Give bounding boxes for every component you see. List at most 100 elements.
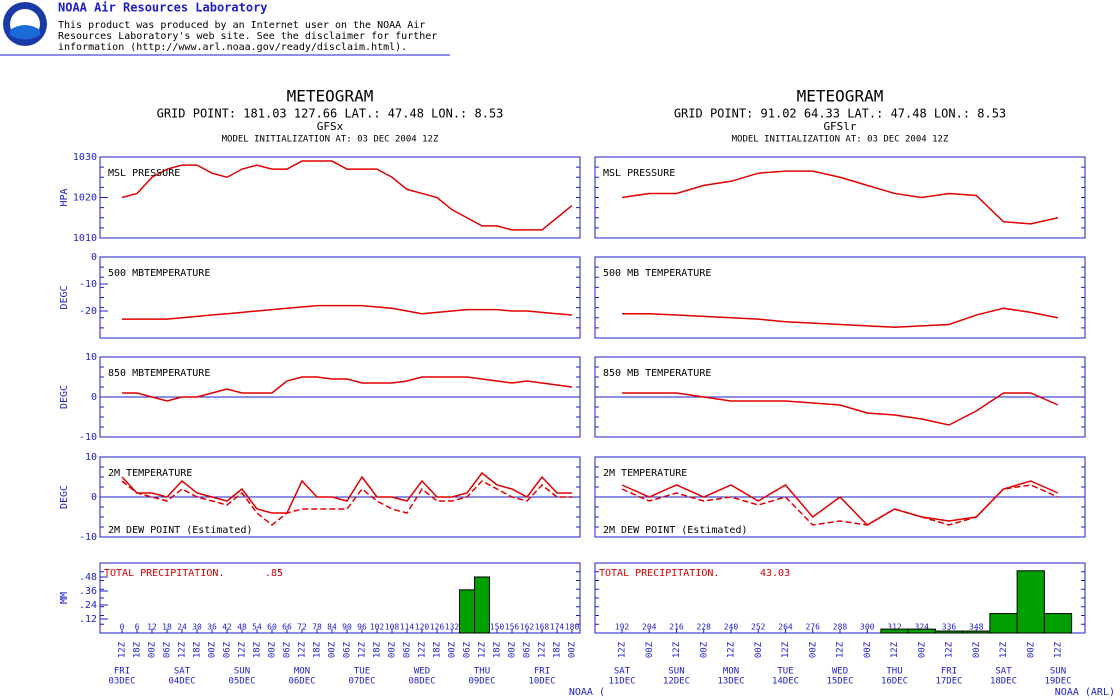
precip-bar — [459, 589, 475, 634]
series-line — [122, 376, 573, 402]
time-label: 00Z — [448, 641, 458, 658]
hour-label: 114 — [400, 623, 415, 632]
disclaimer: Resources Laboratory's web site. See the… — [58, 31, 437, 42]
precip-title: TOTAL PRECIPITATION. — [104, 568, 224, 579]
precip-title: TOTAL PRECIPITATION. — [599, 568, 719, 579]
time-label: 12Z — [178, 641, 188, 658]
model-name: GFSlr — [823, 120, 856, 133]
y-tick-label: .36 — [79, 586, 97, 597]
grid-point: GRID POINT: 181.03 127.66 LAT.: 47.48 LO… — [157, 107, 504, 121]
model-init: MODEL INITIALIZATION AT: 03 DEC 2004 12Z — [222, 135, 439, 145]
day-weekday: SUN — [668, 667, 684, 677]
hour-label: 30 — [192, 623, 202, 632]
day-date: 12DEC — [663, 677, 690, 687]
day-weekday: WED — [832, 667, 848, 677]
series-label: MSL PRESSURE — [603, 168, 675, 179]
time-label: 06Z — [403, 641, 413, 658]
day-date: 08DEC — [408, 677, 435, 687]
hour-label: 90 — [342, 623, 352, 632]
precip-bar — [474, 576, 490, 634]
hour-label: 0 — [120, 623, 125, 632]
org-title: NOAA Air Resources Laboratory — [58, 1, 268, 15]
y-axis-label: MM — [59, 592, 70, 604]
time-label: 12Z — [836, 641, 846, 658]
day-weekday: WED — [414, 667, 430, 677]
hour-label: 264 — [778, 623, 793, 632]
day-date: 04DEC — [168, 677, 195, 687]
day-date: 06DEC — [288, 677, 315, 687]
hour-label: 54 — [252, 623, 262, 632]
y-tick-label: 1010 — [73, 233, 97, 244]
time-label: 00Z — [208, 641, 218, 658]
series-line — [121, 160, 573, 231]
time-label: 12Z — [418, 641, 428, 658]
meteogram-title: METEOGRAM — [797, 87, 884, 106]
precip-bar — [880, 628, 909, 634]
time-label: 18Z — [553, 641, 563, 658]
disclaimer: This product was produced by an Internet… — [58, 20, 425, 31]
day-date: 13DEC — [717, 677, 744, 687]
precip-bar — [1043, 613, 1073, 634]
hour-label: 12 — [147, 623, 157, 632]
day-weekday: SUN — [234, 667, 250, 677]
hour-label: 48 — [237, 623, 247, 632]
series-label: MSL PRESSURE — [108, 168, 180, 179]
day-date: 07DEC — [348, 677, 375, 687]
y-tick-label: 0 — [91, 392, 97, 403]
series-line — [622, 307, 1059, 328]
day-weekday: TUE — [354, 667, 370, 677]
hour-label: 6 — [135, 623, 140, 632]
time-label: 06Z — [523, 641, 533, 658]
hour-label: 72 — [297, 623, 307, 632]
hour-label: 162 — [520, 623, 535, 632]
time-label: 00Z — [699, 641, 709, 658]
y-axis-label: HPA — [59, 188, 70, 206]
day-date: 18DEC — [990, 677, 1017, 687]
hour-label: 288 — [833, 623, 848, 632]
day-weekday: MON — [294, 667, 310, 677]
precip-total: 43.03 — [760, 568, 790, 579]
hour-label: 174 — [550, 623, 565, 632]
hour-label: 240 — [724, 623, 739, 632]
time-label: 00Z — [1026, 641, 1036, 658]
y-tick-label: -10 — [79, 532, 97, 543]
series-label: 2M TEMPERATURE — [108, 468, 192, 479]
time-label: 00Z — [863, 641, 873, 658]
hour-label: 18 — [162, 623, 172, 632]
footer: NOAA ( — [569, 687, 605, 698]
series-label: 2M DEW POINT (Estimated) — [108, 525, 253, 536]
series-line — [621, 170, 1059, 225]
hour-label: 84 — [327, 623, 337, 632]
time-label: 00Z — [328, 641, 338, 658]
time-label: 06Z — [463, 641, 473, 658]
hour-label: 216 — [669, 623, 684, 632]
series-label: 850 MB TEMPERATURE — [603, 368, 711, 379]
series-label: 2M DEW POINT (Estimated) — [603, 525, 748, 536]
series-line — [622, 392, 1059, 426]
time-label: 18Z — [373, 641, 383, 658]
precip-bar — [934, 630, 964, 634]
day-weekday: TUE — [777, 667, 793, 677]
meteogram-title: METEOGRAM — [287, 87, 374, 106]
day-weekday: SAT — [614, 667, 631, 677]
hour-label: 204 — [642, 623, 657, 632]
day-date: 19DEC — [1044, 677, 1071, 687]
hour-label: 36 — [207, 623, 217, 632]
hour-label: 66 — [282, 623, 292, 632]
day-weekday: FRI — [534, 667, 550, 677]
day-date: 15DEC — [826, 677, 853, 687]
hour-label: 102 — [370, 623, 385, 632]
hour-label: 126 — [430, 623, 445, 632]
hour-label: 132 — [445, 623, 460, 632]
hour-label: 96 — [357, 623, 367, 632]
y-tick-label: .24 — [79, 600, 97, 611]
hour-label: 108 — [385, 623, 400, 632]
time-label: 12Z — [238, 641, 248, 658]
precip-bar — [907, 628, 936, 634]
hour-label: 192 — [615, 623, 630, 632]
grid-point: GRID POINT: 91.02 64.33 LAT.: 47.48 LON.… — [674, 107, 1006, 121]
y-tick-label: -10 — [79, 279, 97, 290]
time-label: 18Z — [433, 641, 443, 658]
precip-bar — [962, 630, 991, 634]
